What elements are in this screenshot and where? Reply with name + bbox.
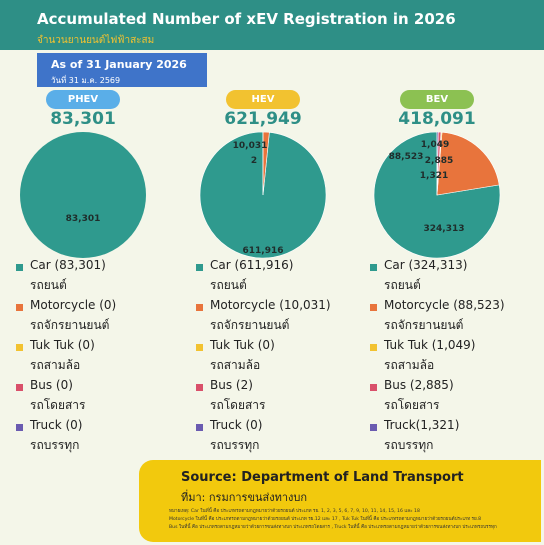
legend-item-truck: Truck (0) รถบรรทุก [196, 418, 366, 458]
legend-label-thai: รถสามล้อ [30, 358, 81, 372]
tuktuk-data-label: 1,049 [421, 140, 449, 150]
legend-label-thai: รถจักรยานยนต์ [210, 318, 290, 332]
as-of-date-box: As of 31 January 2026 วันที่ 31 ม.ค. 256… [37, 53, 207, 87]
legend-item-tuktuk: Tuk Tuk (1,049) รถสามล้อ [370, 338, 540, 378]
legend-item-bus: Bus (0) รถโดยสาร [16, 378, 186, 418]
car-data-label: 324,313 [424, 224, 465, 234]
legend-label-thai: รถจักรยานยนต์ [30, 318, 110, 332]
legend-label-thai: รถบรรทุก [384, 438, 434, 452]
truck-slice [436, 132, 439, 196]
hev-pie-chart: 611,916 10,031 2 [199, 132, 327, 258]
legend-label-thai: รถยนต์ [30, 278, 67, 292]
legend-label: Motorcycle (88,523) [384, 298, 505, 312]
legend-label-thai: รถจักรยานยนต์ [384, 318, 464, 332]
legend-swatch [370, 424, 377, 431]
legend-label-thai: รถโดยสาร [210, 398, 266, 412]
phev-pie-chart: 83,301 [20, 132, 146, 258]
legend-item-bus: Bus (2) รถโดยสาร [196, 378, 366, 418]
car-slice [20, 132, 146, 258]
hev-column: HEV 621,949 611,916 10,031 2 Car (611,916)… [188, 90, 360, 460]
hev-pill: HEV [226, 90, 300, 109]
bus-data-label: 2,885 [425, 156, 453, 166]
footnote-line: หมายเหตุ: Car ในที่นี้ คือ ประเภทรถตามกฎ… [169, 509, 420, 514]
legend-label-thai: รถยนต์ [384, 278, 421, 292]
legend-label-thai: รถสามล้อ [384, 358, 435, 372]
motorcycle-data-label: 88,523 [389, 152, 424, 162]
legend-swatch [196, 264, 203, 271]
car-data-label: 83,301 [66, 214, 101, 224]
legend-label-thai: รถสามล้อ [210, 358, 261, 372]
phev-pill: PHEV [46, 90, 120, 109]
legend-swatch [196, 344, 203, 351]
source-thai: ที่มา: กรมการขนส่งทางบก [181, 491, 308, 504]
legend-item-bus: Bus (2,885) รถโดยสาร [370, 378, 540, 418]
legend-item-car: Car (83,301) รถยนต์ [16, 258, 186, 298]
legend-label-thai: รถโดยสาร [30, 398, 86, 412]
header-banner: Accumulated Number of xEV Registration i… [0, 0, 544, 50]
bev-column: BEV 418,091 324,313 88,523 1,049 2,885 1,321… [362, 90, 534, 460]
legend-label: Tuk Tuk (0) [210, 338, 275, 352]
legend-label-thai: รถโดยสาร [384, 398, 440, 412]
source-box: Source: Department of Land Transport ที่… [139, 460, 541, 542]
motorcycle-data-label: 10,031 [233, 141, 268, 151]
legend-label: Truck(1,321) [384, 418, 460, 432]
legend-swatch [370, 264, 377, 271]
legend-label: Bus (2) [210, 378, 253, 392]
as-of-date: As of 31 January 2026 [51, 58, 187, 71]
legend-item-motorcycle: Motorcycle (10,031) รถจักรยานยนต์ [196, 298, 366, 338]
legend-item-truck: Truck (0) รถบรรทุก [16, 418, 186, 458]
page-subtitle-thai: จำนวนยานยนต์ไฟฟ้าสะสม [37, 35, 155, 46]
legend-label: Bus (2,885) [384, 378, 454, 392]
legend-swatch [370, 344, 377, 351]
legend-swatch [16, 264, 23, 271]
page-title: Accumulated Number of xEV Registration i… [37, 10, 456, 28]
legend-label: Car (83,301) [30, 258, 106, 272]
truck-data-label: 1,321 [420, 171, 448, 181]
legend-swatch [16, 304, 23, 311]
phev-legend: Car (83,301) รถยนต์ Motorcycle (0) รถจักรยา… [16, 258, 186, 458]
legend-item-car: Car (324,313) รถยนต์ [370, 258, 540, 298]
legend-label-thai: รถบรรทุก [30, 438, 80, 452]
bev-legend: Car (324,313) รถยนต์ Motorcycle (88,523) รถ… [370, 258, 540, 458]
legend-label: Car (611,916) [210, 258, 294, 272]
legend-item-motorcycle: Motorcycle (88,523) รถจักรยานยนต์ [370, 298, 540, 338]
legend-swatch [196, 384, 203, 391]
bev-pie-chart: 324,313 88,523 1,049 2,885 1,321 [373, 132, 501, 258]
legend-item-truck: Truck(1,321) รถบรรทุก [370, 418, 540, 458]
legend-label-thai: รถยนต์ [210, 278, 247, 292]
legend-swatch [16, 424, 23, 431]
motorcycle-slice [436, 132, 500, 196]
legend-swatch [370, 304, 377, 311]
legend-item-car: Car (611,916) รถยนต์ [196, 258, 366, 298]
bus-data-label: 2 [251, 156, 257, 166]
bev-pill: BEV [400, 90, 474, 109]
legend-label: Motorcycle (0) [30, 298, 117, 312]
legend-label: Tuk Tuk (1,049) [384, 338, 476, 352]
legend-label: Car (324,313) [384, 258, 468, 272]
legend-label: Bus (0) [30, 378, 73, 392]
footnote-line: Motorcycle ในที่นี้ คือ ประเภทรถตามกฎหมา… [169, 517, 482, 522]
legend-item-tuktuk: Tuk Tuk (0) รถสามล้อ [16, 338, 186, 378]
source-title: Source: Department of Land Transport [181, 470, 464, 485]
hev-legend: Car (611,916) รถยนต์ Motorcycle (10,031) รถ… [196, 258, 366, 458]
legend-item-motorcycle: Motorcycle (0) รถจักรยานยนต์ [16, 298, 186, 338]
legend-swatch [16, 344, 23, 351]
hev-total: 621,949 [224, 109, 302, 129]
phev-column: PHEV 83,301 83,301 Car (83,301) รถยนต์ Mot… [8, 90, 180, 460]
legend-swatch [196, 424, 203, 431]
legend-label: Tuk Tuk (0) [30, 338, 95, 352]
bev-total: 418,091 [398, 109, 476, 129]
legend-swatch [370, 384, 377, 391]
legend-swatch [196, 304, 203, 311]
as-of-date-thai: วันที่ 31 ม.ค. 2569 [51, 76, 121, 85]
legend-item-tuktuk: Tuk Tuk (0) รถสามล้อ [196, 338, 366, 378]
legend-label-thai: รถบรรทุก [210, 438, 260, 452]
car-data-label: 611,916 [243, 246, 284, 256]
legend-label: Truck (0) [30, 418, 83, 432]
legend-label: Motorcycle (10,031) [210, 298, 331, 312]
legend-label: Truck (0) [210, 418, 263, 432]
footnote-line: Bus ในที่นี้ คือ ประเภทรถตามกฎหมายว่าด้ว… [169, 525, 497, 530]
phev-total: 83,301 [50, 109, 116, 129]
legend-swatch [16, 384, 23, 391]
